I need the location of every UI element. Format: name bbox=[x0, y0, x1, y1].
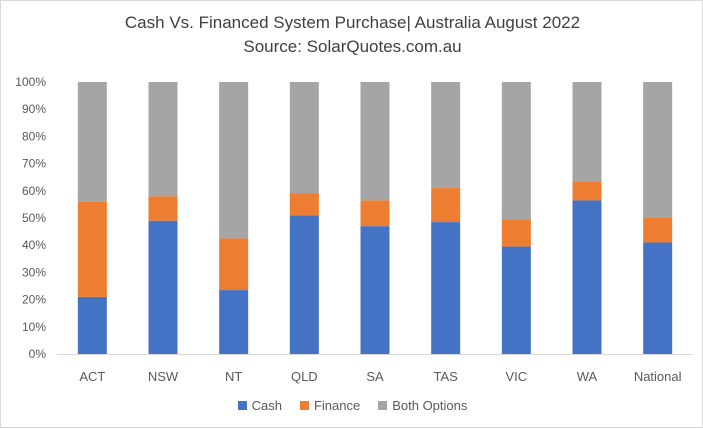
x-tick-label: SA bbox=[366, 369, 384, 384]
x-tick-label: WA bbox=[577, 369, 598, 384]
y-tick-label: 80% bbox=[22, 129, 46, 143]
bar-finance-tas bbox=[431, 188, 461, 223]
legend-swatch bbox=[237, 401, 247, 410]
bar-cash-qld bbox=[289, 215, 319, 354]
bar-both-options-tas bbox=[431, 82, 461, 189]
legend-item-both-options: Both Options bbox=[378, 398, 467, 413]
chart-subtitle: Source: SolarQuotes.com.au bbox=[243, 37, 462, 56]
bar-both-options-qld bbox=[289, 82, 319, 194]
bar-both-options-nt bbox=[219, 82, 249, 239]
bar-finance-nsw bbox=[148, 196, 178, 221]
bar-both-options-national bbox=[643, 82, 673, 218]
x-tick-label: ACT bbox=[79, 369, 105, 384]
bar-both-options-wa bbox=[572, 82, 602, 182]
bar-finance-nt bbox=[219, 238, 249, 291]
bar-cash-act bbox=[77, 296, 107, 354]
bar-both-options-vic bbox=[501, 82, 531, 220]
bar-both-options-nsw bbox=[148, 82, 178, 197]
bar-finance-act bbox=[77, 201, 107, 297]
x-tick-label: National bbox=[634, 369, 682, 384]
y-tick-label: 50% bbox=[22, 211, 46, 225]
y-tick-label: 100% bbox=[15, 75, 46, 89]
x-tick-label: VIC bbox=[505, 369, 527, 384]
legend-swatch bbox=[378, 401, 388, 410]
x-tick-label: NT bbox=[225, 369, 242, 384]
y-tick-label: 90% bbox=[22, 102, 46, 116]
legend-item-finance: Finance bbox=[299, 398, 361, 413]
bar-both-options-sa bbox=[360, 82, 390, 201]
x-tick-label: NSW bbox=[148, 369, 179, 384]
bar-cash-tas bbox=[431, 222, 461, 354]
y-tick-label: 30% bbox=[22, 265, 46, 279]
bar-cash-national bbox=[643, 242, 673, 354]
legend-label: Finance bbox=[313, 398, 361, 413]
y-tick-label: 70% bbox=[22, 157, 46, 171]
bar-cash-nt bbox=[219, 290, 249, 354]
y-tick-label: 10% bbox=[22, 320, 46, 334]
legend: Cash Finance Both Options bbox=[1, 398, 703, 413]
bar-cash-nsw bbox=[148, 220, 178, 354]
y-tick-label: 20% bbox=[22, 293, 46, 307]
y-tick-label: 0% bbox=[29, 347, 47, 361]
y-tick-label: 40% bbox=[22, 238, 46, 252]
y-tick-label: 60% bbox=[22, 184, 46, 198]
bar-cash-wa bbox=[572, 200, 602, 354]
bar-finance-qld bbox=[289, 193, 319, 216]
bar-both-options-act bbox=[77, 82, 107, 202]
bar-finance-sa bbox=[360, 200, 390, 227]
bar-finance-wa bbox=[572, 181, 602, 201]
chart-title: Cash Vs. Financed System Purchase| Austr… bbox=[124, 13, 581, 32]
x-tick-label: QLD bbox=[291, 369, 318, 384]
bar-cash-vic bbox=[501, 246, 531, 354]
x-tick-label: TAS bbox=[434, 369, 459, 384]
legend-label: Both Options bbox=[392, 398, 468, 413]
bar-finance-national bbox=[643, 218, 673, 243]
legend-item-cash: Cash bbox=[237, 398, 282, 413]
legend-swatch bbox=[299, 401, 309, 410]
bar-finance-vic bbox=[501, 219, 531, 247]
legend-label: Cash bbox=[251, 398, 282, 413]
bar-cash-sa bbox=[360, 226, 390, 354]
